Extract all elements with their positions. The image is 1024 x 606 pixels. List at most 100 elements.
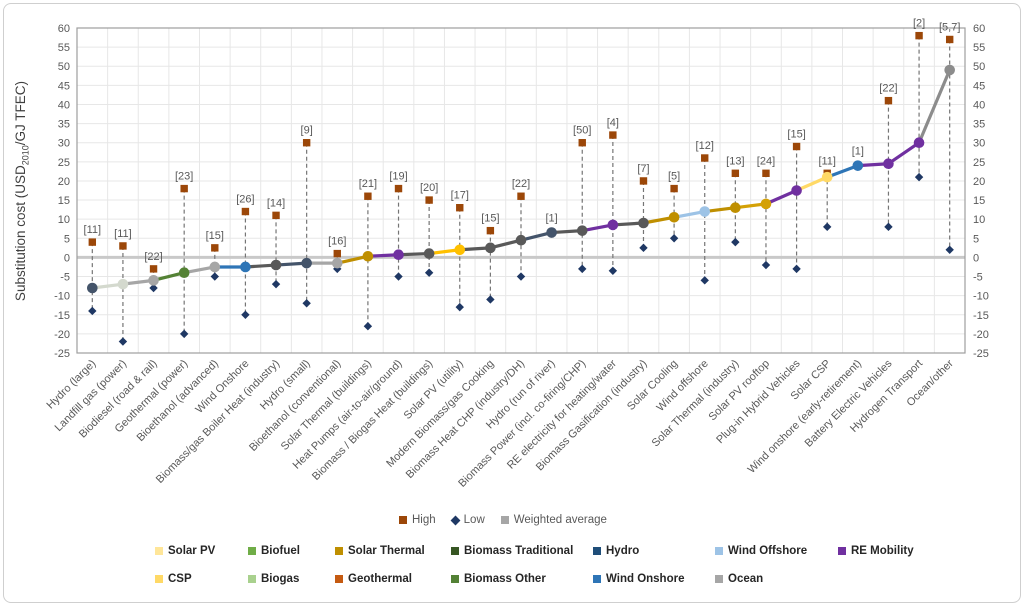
legend-item-wind-onshore: Wind Onshore <box>593 573 684 585</box>
reference-count-label: [11] <box>84 224 102 236</box>
weighted-average-marker <box>913 137 925 149</box>
legend-label: High <box>412 514 436 526</box>
weighted-average-marker <box>148 275 159 286</box>
weighted-average-marker <box>331 257 343 269</box>
high-marker <box>302 139 311 147</box>
weighted-average-marker <box>944 64 955 76</box>
legend-label: Hydro <box>606 545 640 557</box>
reference-count-label: [17] <box>451 190 469 202</box>
weighted-average-marker <box>852 160 864 171</box>
low-marker <box>792 264 801 274</box>
y-tick-label-right: -10 <box>973 291 989 303</box>
low-marker <box>455 302 464 312</box>
weighted-average-swatch-icon <box>500 516 509 524</box>
reference-count-label: [22] <box>144 251 162 263</box>
y-tick-label-left: 60 <box>58 23 70 35</box>
high-marker <box>119 242 127 250</box>
y-tick-label-left: 25 <box>58 157 70 169</box>
weighted-average-segment <box>886 141 921 166</box>
high-swatch-icon <box>399 516 407 524</box>
re-mobility-swatch-icon <box>838 547 846 555</box>
reference-count-label: [14] <box>267 197 285 209</box>
reference-count-label: [26] <box>236 194 254 206</box>
y-tick-label-left: 20 <box>58 176 70 188</box>
low-marker <box>302 299 311 308</box>
legend-item-weighted-average: Weighted average <box>500 514 607 526</box>
y-tick-label-right: 0 <box>973 252 979 264</box>
legend-item-solar-thermal: Solar Thermal <box>335 545 425 557</box>
legend-item-geothermal: Geothermal <box>335 573 412 585</box>
legend-label: Weighted average <box>513 514 607 526</box>
weighted-average-marker <box>699 206 711 217</box>
low-marker <box>118 337 128 346</box>
reference-count-label: [19] <box>389 171 407 183</box>
high-marker <box>731 169 740 177</box>
legend-label: Geothermal <box>348 573 412 585</box>
legend-item-low: Low <box>450 514 485 526</box>
weighted-average-marker <box>362 250 374 262</box>
low-marker <box>394 272 403 281</box>
y-tick-label-right: 5 <box>973 233 979 245</box>
high-marker <box>333 249 341 258</box>
low-marker <box>424 268 434 277</box>
x-axis-label: Wind onshore (early-retirement) <box>746 358 864 476</box>
y-tick-label-left: 10 <box>58 214 70 226</box>
reference-count-label: [11] <box>114 228 132 240</box>
csp-swatch-icon <box>155 575 163 583</box>
wind-onshore-swatch-icon <box>593 575 601 583</box>
reference-count-label: [7] <box>637 163 649 175</box>
legend-item-ocean: Ocean <box>715 573 763 585</box>
legend-item-re-mobility: RE Mobility <box>838 545 914 557</box>
reference-count-label: [15] <box>481 213 499 225</box>
legend-label: RE Mobility <box>851 545 914 557</box>
low-marker <box>608 266 618 275</box>
legend-label: Biomass Other <box>464 573 546 585</box>
weighted-average-marker <box>821 171 833 183</box>
high-marker <box>884 96 893 105</box>
high-marker <box>211 244 219 252</box>
y-tick-label-left: 35 <box>58 119 70 131</box>
y-tick-label-right: 60 <box>973 23 985 35</box>
y-tick-label-left: 15 <box>58 195 70 207</box>
legend-label: Biogas <box>261 573 300 585</box>
weighted-average-marker <box>423 248 435 259</box>
y-tick-label-right: 25 <box>973 157 985 169</box>
high-marker <box>88 238 97 246</box>
low-marker <box>149 283 158 293</box>
y-tick-label-right: -5 <box>973 272 983 284</box>
y-tick-label-left: 5 <box>64 233 70 245</box>
y-tick-label-right: 55 <box>973 42 985 54</box>
reference-count-label: [21] <box>359 178 377 190</box>
legend-label: Low <box>463 514 485 526</box>
reference-count-label: [5,7] <box>939 21 960 33</box>
y-tick-label-right: 35 <box>973 119 985 131</box>
reference-count-label: [50] <box>573 125 591 137</box>
y-tick-label-left: 0 <box>64 252 70 264</box>
high-marker <box>670 184 678 193</box>
high-marker <box>241 207 250 216</box>
weighted-average-marker <box>393 249 404 261</box>
biomass-traditional-swatch-icon <box>451 547 459 555</box>
wind-offshore-swatch-icon <box>715 547 723 555</box>
weighted-average-segment <box>825 164 860 179</box>
reference-count-label: [22] <box>879 83 897 95</box>
reference-count-label: [16] <box>328 236 346 248</box>
reference-count-label: [1] <box>852 146 864 158</box>
weighted-average-marker <box>638 217 649 229</box>
high-marker <box>486 226 495 235</box>
high-marker <box>149 265 158 273</box>
legend-label: CSP <box>168 573 192 585</box>
plot-border <box>76 27 966 354</box>
solar-pv-swatch-icon <box>155 547 163 555</box>
legend-item-csp: CSP <box>155 573 192 585</box>
low-marker <box>884 222 893 232</box>
y-tick-label-right: -20 <box>973 329 989 341</box>
reference-count-label: [11] <box>818 155 836 167</box>
legend-label: Biofuel <box>261 545 300 557</box>
reference-count-label: [9] <box>301 125 313 137</box>
legend-item-biomass-traditional: Biomass Traditional <box>451 545 573 557</box>
legend-item-wind-offshore: Wind Offshore <box>715 545 807 557</box>
biofuel-swatch-icon <box>248 547 256 555</box>
solar-thermal-swatch-icon <box>335 547 343 555</box>
